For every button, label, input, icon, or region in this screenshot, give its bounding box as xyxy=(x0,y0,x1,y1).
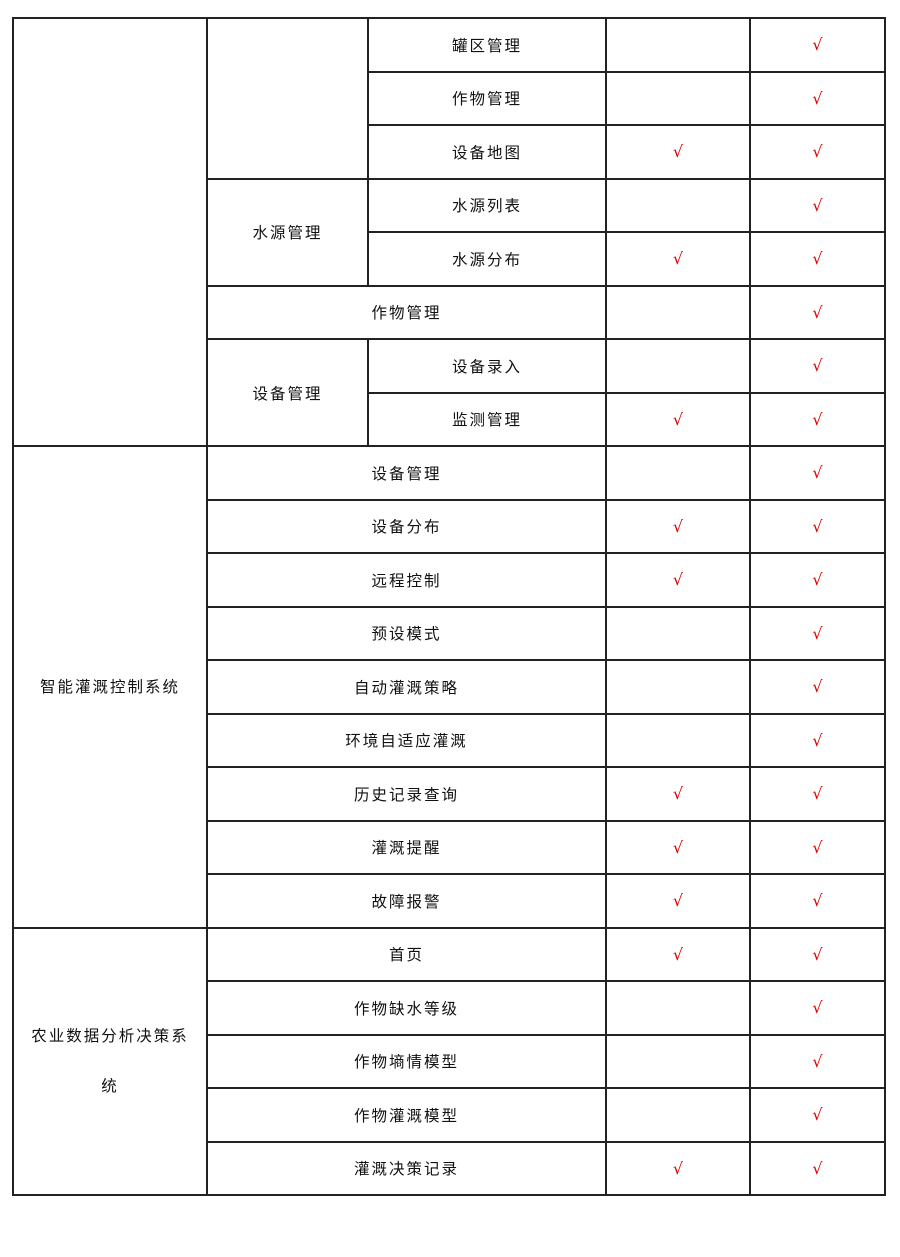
check-col5: √ xyxy=(749,498,886,554)
check-col5: √ xyxy=(749,873,886,929)
check-col4 xyxy=(605,1033,751,1089)
check-col4: √ xyxy=(605,819,751,875)
check-col4: √ xyxy=(605,1140,751,1196)
table-row: 环境自适应灌溉 √ xyxy=(13,712,886,768)
system-cell: 农业数据分析决策系统 xyxy=(12,926,208,1196)
check-col5: √ xyxy=(749,177,886,233)
check-col5: √ xyxy=(749,552,886,608)
table-row: 作物灌溉模型 √ xyxy=(13,1087,886,1143)
function-cell: 设备地图 xyxy=(367,124,607,180)
function-cell: 作物管理 xyxy=(206,284,607,340)
check-col5: √ xyxy=(749,605,886,661)
function-cell: 水源列表 xyxy=(367,177,607,233)
check-col4 xyxy=(605,980,751,1036)
function-cell: 历史记录查询 xyxy=(206,766,607,822)
function-cell: 首页 xyxy=(206,926,607,982)
check-col4 xyxy=(605,17,751,73)
check-col5: √ xyxy=(749,445,886,501)
check-col4: √ xyxy=(605,926,751,982)
function-cell: 设备录入 xyxy=(367,338,607,394)
function-cell: 作物管理 xyxy=(367,70,607,126)
check-col5: √ xyxy=(749,659,886,715)
function-cell: 罐区管理 xyxy=(367,17,607,73)
module-cell: 设备管理 xyxy=(206,338,369,447)
table-row: 作物墒情模型 √ xyxy=(13,1033,886,1089)
table-row: 罐区管理 √ xyxy=(12,17,886,447)
check-col5: √ xyxy=(749,124,886,180)
check-col4: √ xyxy=(605,552,751,608)
check-col5: √ xyxy=(749,284,886,340)
table-row: 设备管理 设备录入 √ xyxy=(13,338,886,447)
check-col5: √ xyxy=(749,1033,886,1089)
check-col5: √ xyxy=(749,766,886,822)
check-col5: √ xyxy=(749,70,886,126)
check-col5: √ xyxy=(749,980,886,1036)
function-cell: 灌溉决策记录 xyxy=(206,1140,607,1196)
table-row: 智能灌溉控制系统 设备管理 √ xyxy=(12,445,886,929)
check-col5: √ xyxy=(749,231,886,287)
table-row: 水源管理 水源列表 √ xyxy=(13,177,886,287)
check-col5: √ xyxy=(749,819,886,875)
check-col4 xyxy=(605,338,751,394)
check-col4 xyxy=(605,445,751,501)
check-col4 xyxy=(605,177,751,233)
table-row: 历史记录查询 √ √ xyxy=(13,766,886,822)
check-col4 xyxy=(605,659,751,715)
table-row: 设备地图 √ √ xyxy=(13,124,886,180)
check-col4: √ xyxy=(605,231,751,287)
table-row: 监测管理 √ √ xyxy=(13,391,886,447)
check-col4: √ xyxy=(605,124,751,180)
function-cell: 设备管理 xyxy=(206,445,607,501)
function-cell: 作物缺水等级 xyxy=(206,980,607,1036)
check-col5: √ xyxy=(749,712,886,768)
function-cell: 故障报警 xyxy=(206,873,607,929)
check-col5: √ xyxy=(749,1087,886,1143)
function-cell: 作物墒情模型 xyxy=(206,1033,607,1089)
function-cell: 监测管理 xyxy=(367,391,607,447)
check-col4 xyxy=(605,284,751,340)
check-col5: √ xyxy=(749,1140,886,1196)
table-row: 作物管理 √ xyxy=(13,284,886,340)
check-col4 xyxy=(605,605,751,661)
function-cell: 灌溉提醒 xyxy=(206,819,607,875)
table-row: 故障报警 √ √ xyxy=(13,873,886,929)
table-row: 作物管理 √ xyxy=(13,70,886,126)
check-col4: √ xyxy=(605,873,751,929)
table-row: 农业数据分析决策系统 首页 √ √ xyxy=(12,926,886,1196)
table-row: 预设模式 √ xyxy=(13,605,886,661)
check-col5: √ xyxy=(749,17,886,73)
check-col5: √ xyxy=(749,338,886,394)
check-col5: √ xyxy=(749,926,886,982)
function-cell: 作物灌溉模型 xyxy=(206,1087,607,1143)
check-col5: √ xyxy=(749,391,886,447)
table-row: 远程控制 √ √ xyxy=(13,552,886,608)
module-cell: 水源管理 xyxy=(206,177,369,287)
function-cell: 预设模式 xyxy=(206,605,607,661)
feature-table: 罐区管理 √ 作物管理 √ 设备地图 √ √ 水源管理 水源列表 √ 水源分布 √ √ 作物管理 √ 设备管理… xyxy=(12,17,886,1196)
table-row: 灌溉提醒 √ √ xyxy=(13,819,886,875)
function-cell: 自动灌溉策略 xyxy=(206,659,607,715)
function-cell: 设备分布 xyxy=(206,498,607,554)
check-col4 xyxy=(605,70,751,126)
function-cell: 远程控制 xyxy=(206,552,607,608)
table-row: 自动灌溉策略 √ xyxy=(13,659,886,715)
function-cell: 环境自适应灌溉 xyxy=(206,712,607,768)
system-cell xyxy=(12,17,208,447)
check-col4 xyxy=(605,1087,751,1143)
system-cell: 智能灌溉控制系统 xyxy=(12,445,208,929)
table-row: 水源分布 √ √ xyxy=(13,231,886,287)
module-cell xyxy=(206,17,369,180)
table-row: 作物缺水等级 √ xyxy=(13,980,886,1036)
table-row: 灌溉决策记录 √ √ xyxy=(13,1140,886,1196)
check-col4 xyxy=(605,712,751,768)
check-col4: √ xyxy=(605,766,751,822)
check-col4: √ xyxy=(605,498,751,554)
table-row: 设备分布 √ √ xyxy=(13,498,886,554)
function-cell: 水源分布 xyxy=(367,231,607,287)
check-col4: √ xyxy=(605,391,751,447)
